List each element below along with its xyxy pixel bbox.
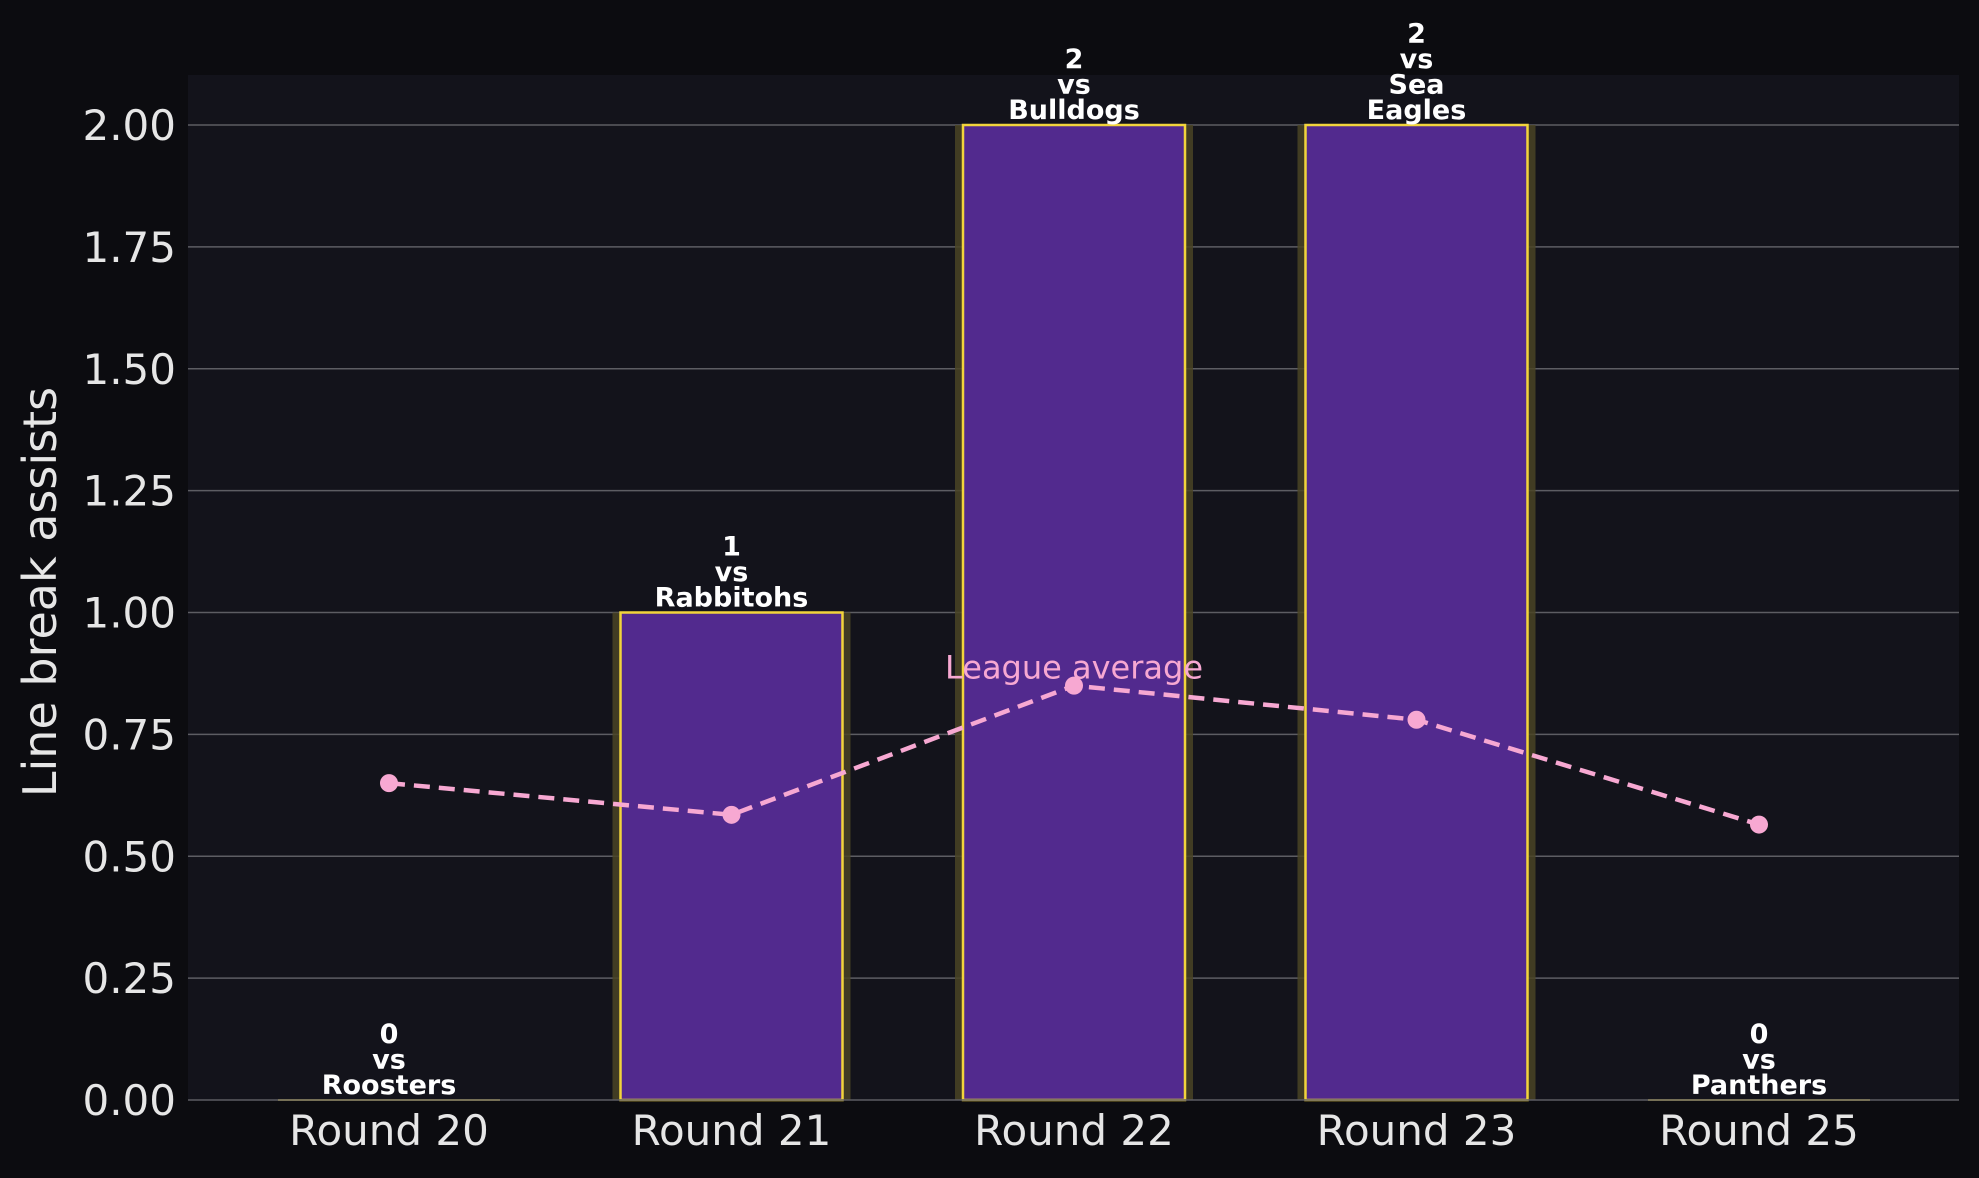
bar-label-line: Bulldogs — [1008, 95, 1140, 126]
bar-label-line: Rabbitohs — [655, 583, 809, 614]
bar-label-line: vs — [1400, 44, 1434, 75]
bar-label-line: Roosters — [322, 1070, 457, 1101]
bar-group — [955, 123, 1193, 1102]
league-average-point — [1750, 815, 1768, 834]
bar-label-line: Panthers — [1691, 1070, 1827, 1101]
league-average-series: League average — [380, 649, 1768, 834]
bar-label-line: 0 — [380, 1019, 399, 1050]
x-tick-label: Round 22 — [974, 1106, 1174, 1155]
bar — [1304, 123, 1529, 1102]
league-average-point — [380, 774, 398, 793]
y-tick-label: 0.25 — [82, 954, 176, 1003]
league-average-point — [722, 805, 741, 824]
x-axis-ticks: Round 20 Round 21 Round 22 Round 23 Round 25 — [289, 1106, 1859, 1155]
bar-group — [612, 611, 851, 1102]
league-average-annotation: League average — [945, 649, 1203, 687]
bar-label-line: vs — [715, 557, 749, 588]
y-axis-label: Line break assists — [13, 387, 67, 797]
y-tick-label: 0.50 — [82, 832, 176, 881]
x-tick-label: Round 20 — [289, 1106, 489, 1155]
y-tick-label: 0.75 — [82, 710, 176, 759]
bar-labels: 0vsRoosters1vsRabbitohs2vsBulldogs2vsSea… — [322, 19, 1827, 1102]
y-tick-label: 1.50 — [82, 345, 176, 394]
bar-label-line: 1 — [722, 532, 741, 563]
bar-group — [1297, 123, 1536, 1102]
bar-label-line: 0 — [1750, 1019, 1769, 1050]
bar-label-line: Eagles — [1367, 95, 1467, 126]
bar-label-line: vs — [1057, 70, 1091, 101]
bar-label-line: Sea — [1389, 70, 1445, 101]
bars — [278, 123, 1870, 1102]
bar-label-line: 2 — [1407, 19, 1426, 50]
y-tick-label: 0.00 — [82, 1076, 176, 1125]
y-tick-label: 1.75 — [82, 223, 176, 272]
league-average-point — [1407, 710, 1426, 729]
y-tick-label: 1.00 — [82, 589, 176, 638]
league-average-point — [1065, 676, 1083, 695]
bar — [619, 611, 844, 1102]
bar-label-line: vs — [372, 1045, 406, 1076]
bar-label-line: 2 — [1065, 44, 1084, 75]
x-tick-label: Round 25 — [1659, 1106, 1859, 1155]
bar — [961, 123, 1187, 1102]
x-tick-label: Round 21 — [632, 1106, 832, 1155]
y-axis-ticks: 0.00 0.25 0.50 0.75 1.00 1.25 1.50 1.75 2.00 — [82, 101, 176, 1125]
y-tick-label: 1.25 — [82, 467, 176, 516]
bar-label-line: vs — [1742, 1045, 1776, 1076]
x-tick-label: Round 23 — [1317, 1106, 1517, 1155]
y-tick-label: 2.00 — [82, 101, 176, 150]
